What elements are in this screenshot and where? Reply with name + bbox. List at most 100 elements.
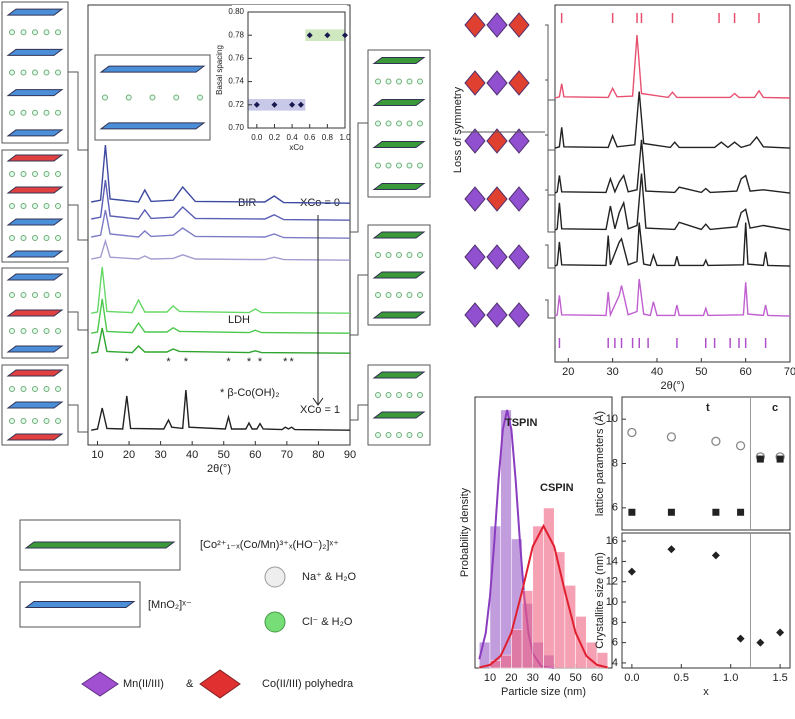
ion: [20, 29, 27, 36]
ion: [20, 328, 27, 334]
point: [776, 455, 784, 463]
polyhedron: [508, 244, 530, 270]
hist-bar: [500, 654, 512, 669]
spectrum: [91, 298, 351, 334]
x-tick-label: 50: [569, 672, 581, 684]
peak-marker: *: [166, 356, 171, 368]
ion: [9, 292, 15, 298]
ion: [406, 120, 413, 127]
layer: [6, 154, 64, 162]
peak-marker: *: [125, 356, 130, 368]
x-tick-label: 20: [562, 366, 574, 378]
legend-and: &: [186, 678, 194, 690]
layer: [372, 99, 426, 106]
y-tick-label: 0.78: [228, 30, 244, 39]
point: [324, 32, 331, 39]
x-tick-label: 10: [484, 672, 496, 684]
layer: [6, 273, 64, 281]
plot-frame: [87, 4, 351, 446]
y-axis-label: Basal spacing: [215, 45, 224, 95]
x-tick-label: 30: [154, 449, 166, 461]
ion: [396, 162, 402, 169]
x-tick-label: 70: [281, 449, 293, 461]
x-tick-label: 60: [591, 672, 603, 684]
ion: [9, 235, 15, 241]
connector: [350, 274, 368, 336]
ion: [55, 418, 61, 424]
ion: [385, 120, 392, 127]
y-tick-label: 0.70: [228, 123, 244, 132]
ion: [32, 203, 38, 209]
polyhedron: [464, 128, 486, 154]
y-tick-label: 0.76: [228, 54, 244, 63]
polyhedron: [486, 70, 508, 96]
connector: [545, 134, 555, 196]
plot-frame: [554, 4, 791, 363]
y-axis-label: Crystallite size (nm): [594, 552, 606, 649]
ion: [32, 109, 38, 116]
hist-bar: [543, 507, 555, 669]
polyhedron: [464, 302, 486, 328]
connector: [545, 189, 555, 233]
layer: [6, 129, 64, 137]
layer: [372, 57, 426, 64]
point: [737, 508, 745, 516]
layer: [6, 186, 64, 194]
ion: [9, 328, 15, 334]
x-tick-label: 30: [527, 672, 539, 684]
ion: [396, 392, 402, 398]
layer: [6, 218, 64, 226]
ion: [406, 392, 413, 398]
ion: [32, 418, 38, 424]
ion: [9, 69, 15, 76]
point: [711, 436, 721, 446]
hist-bar: [521, 590, 534, 669]
hist-bar: [500, 409, 512, 669]
x-tick-label: 0.6: [304, 133, 316, 142]
ion: [406, 432, 413, 438]
connector: [68, 71, 88, 151]
spectrum: [91, 144, 351, 204]
ion: [55, 29, 61, 36]
x-tick-label: 0.0: [624, 672, 639, 684]
x-tick-label: 40: [186, 449, 198, 461]
point: [289, 101, 296, 108]
ion: [406, 78, 413, 85]
ion: [20, 171, 27, 177]
x-axis-label: 2θ(°): [661, 380, 685, 392]
ion: [32, 235, 38, 241]
layer: [372, 311, 426, 319]
layer: [6, 250, 64, 258]
ion: [9, 171, 15, 177]
connector: [545, 244, 555, 269]
ion: [417, 392, 423, 398]
ion: [9, 109, 15, 116]
ion: [173, 94, 180, 101]
x-tick-label: 0.0: [251, 133, 263, 142]
point: [667, 508, 675, 516]
structure-icons: [1, 1, 545, 699]
peak-marker: *: [226, 356, 231, 368]
ion: [417, 252, 423, 258]
x-tick-label: 20: [123, 449, 135, 461]
ion: [55, 328, 61, 334]
ion: [43, 69, 50, 76]
x-tick-label: 0.2: [269, 133, 281, 142]
x-tick-label: 40: [651, 366, 663, 378]
layer: [24, 601, 136, 608]
polyhedron: [508, 70, 530, 96]
series-label: CSPIN: [540, 482, 574, 494]
ion: [43, 418, 50, 424]
y-axis-label: Probability density: [459, 487, 471, 577]
ion: [32, 171, 38, 177]
ion: [375, 162, 381, 169]
poly-co: [199, 669, 241, 699]
x-axis-label: 2θ(°): [207, 463, 231, 475]
x-tick-label: 1.5: [772, 672, 787, 684]
plot-frame: [621, 532, 791, 669]
ion: [43, 386, 50, 392]
point: [271, 101, 278, 108]
x-tick-label: 50: [218, 449, 230, 461]
x-tick-label: 80: [312, 449, 324, 461]
